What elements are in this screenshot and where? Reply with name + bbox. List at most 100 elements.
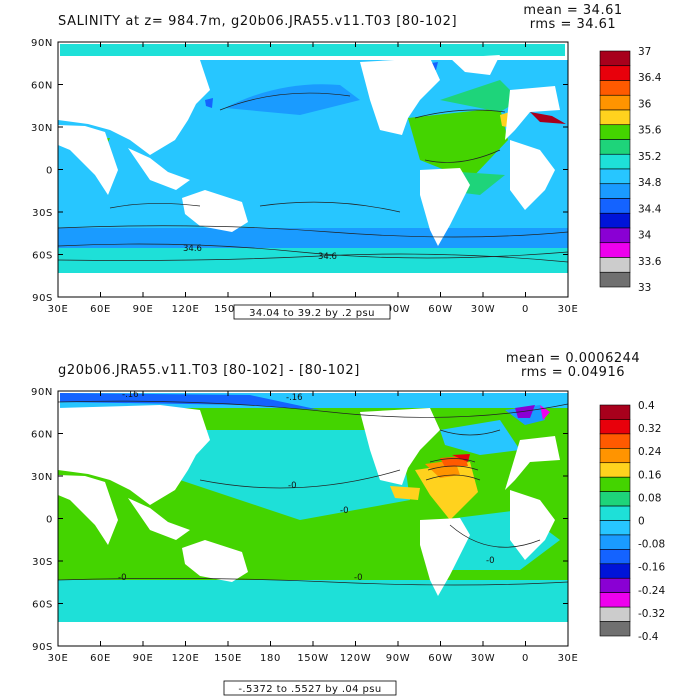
panel2-contour-label-f: -.16 bbox=[122, 390, 139, 400]
y-tick-label: 0 bbox=[46, 515, 53, 526]
x-tick-label: 0 bbox=[522, 653, 529, 664]
panel2-contour-label-g: -.16 bbox=[286, 393, 303, 403]
colorbar-label: 35.2 bbox=[638, 151, 661, 163]
colorbar-swatch bbox=[599, 534, 631, 550]
y-tick-label: 90N bbox=[31, 38, 53, 49]
colorbar-swatch bbox=[599, 404, 631, 420]
panel2-rms: rms = 0.04916 bbox=[521, 365, 625, 380]
x-tick-label: 60W bbox=[428, 653, 452, 664]
colorbar-swatch bbox=[599, 65, 631, 81]
x-tick-label: 60E bbox=[90, 304, 111, 315]
x-tick-label: 30W bbox=[471, 304, 495, 315]
x-tick-label: 0 bbox=[522, 304, 529, 315]
colorbar-label: 0 bbox=[638, 516, 645, 528]
x-tick-label: 90W bbox=[386, 304, 410, 315]
panel1-title: SALINITY at z= 984.7m, g20b06.JRA55.v11.… bbox=[58, 14, 457, 29]
panel1-map: 34.6 34.6 bbox=[57, 41, 569, 298]
x-tick-label: 150E bbox=[214, 304, 242, 315]
colorbar-swatch bbox=[599, 491, 631, 507]
x-tick-label: 30E bbox=[48, 653, 69, 664]
panel1-rms: rms = 34.61 bbox=[530, 17, 616, 32]
colorbar-swatch bbox=[599, 109, 631, 126]
colorbar-label: -0.24 bbox=[638, 585, 665, 597]
panel1-range-label: 34.04 to 39.2 by .2 psu bbox=[249, 308, 375, 319]
panel1-contour-label-a: 34.6 bbox=[183, 244, 202, 254]
y-tick-label: 90S bbox=[32, 642, 53, 653]
colorbar-swatch bbox=[599, 80, 631, 96]
colorbar-label: 36.4 bbox=[638, 72, 662, 84]
y-tick-label: 60N bbox=[31, 81, 53, 92]
colorbar-label: 0.08 bbox=[638, 492, 661, 504]
panel2-range-label: -.5372 to .5527 by .04 psu bbox=[238, 684, 381, 695]
colorbar-swatch bbox=[599, 476, 631, 492]
colorbar-label: 36 bbox=[638, 98, 652, 110]
y-tick-label: 30S bbox=[32, 208, 53, 219]
colorbar-swatch bbox=[599, 212, 631, 229]
x-tick-label: 120E bbox=[172, 653, 200, 664]
x-tick-label: 180 bbox=[260, 653, 281, 664]
x-tick-label: 90E bbox=[133, 653, 154, 664]
x-tick-label: 120E bbox=[172, 304, 200, 315]
panel-difference: g20b06.JRA55.v11.T03 [80-102] - [80-102]… bbox=[31, 351, 665, 696]
panel-salinity: SALINITY at z= 984.7m, g20b06.JRA55.v11.… bbox=[31, 3, 662, 320]
colorbar-label: 0.24 bbox=[638, 446, 662, 458]
x-tick-label: 150E bbox=[214, 653, 242, 664]
colorbar-swatch bbox=[599, 227, 631, 244]
panel2-contour-label-a: -0 bbox=[118, 573, 126, 583]
x-tick-label: 30E bbox=[48, 304, 69, 315]
x-tick-label: 30W bbox=[471, 653, 495, 664]
colorbar-label: 33.6 bbox=[638, 256, 662, 268]
colorbar-label: 0.4 bbox=[638, 400, 655, 412]
colorbar-swatch bbox=[599, 433, 631, 449]
x-tick-label: 150W bbox=[297, 653, 328, 664]
colorbar-swatch bbox=[599, 124, 631, 140]
panel2-mean: mean = 0.0006244 bbox=[506, 351, 640, 366]
colorbar-swatch bbox=[599, 153, 631, 170]
colorbar-swatch bbox=[599, 577, 631, 593]
colorbar-swatch bbox=[599, 50, 631, 67]
colorbar-swatch bbox=[599, 168, 631, 185]
x-tick-label: 30E bbox=[558, 653, 579, 664]
colorbar-label: 37 bbox=[638, 46, 651, 58]
colorbar-swatch bbox=[599, 621, 631, 637]
y-tick-label: 0 bbox=[46, 166, 53, 177]
colorbar-label: -0.16 bbox=[638, 562, 665, 574]
x-tick-label: 90W bbox=[386, 653, 410, 664]
x-tick-label: 60W bbox=[428, 304, 452, 315]
colorbar-label: 34.8 bbox=[638, 177, 661, 189]
colorbar-swatch bbox=[599, 183, 631, 199]
x-tick-label: 120W bbox=[340, 653, 371, 664]
colorbar-swatch bbox=[599, 271, 631, 288]
y-tick-label: 60N bbox=[31, 430, 53, 441]
colorbar-label: 0.16 bbox=[638, 469, 662, 481]
colorbar-label: 0.32 bbox=[638, 423, 661, 435]
x-tick-label: 60E bbox=[90, 653, 111, 664]
colorbar-label: -0.08 bbox=[638, 539, 665, 551]
y-tick-label: 30S bbox=[32, 557, 53, 568]
y-tick-label: 90N bbox=[31, 387, 53, 398]
y-tick-label: 60S bbox=[32, 251, 53, 262]
colorbar-label: 35.6 bbox=[638, 125, 662, 137]
panel2-contour-label-d: -0 bbox=[288, 481, 296, 491]
colorbar-swatch bbox=[599, 448, 631, 464]
colorbar-swatch bbox=[599, 549, 631, 565]
panel2-title: g20b06.JRA55.v11.T03 [80-102] - [80-102] bbox=[58, 363, 360, 378]
x-tick-label: 30E bbox=[558, 304, 579, 315]
y-tick-label: 90S bbox=[32, 293, 53, 304]
colorbar-swatch bbox=[599, 139, 631, 155]
colorbar-label: 34 bbox=[638, 230, 652, 242]
colorbar-swatch bbox=[599, 94, 631, 111]
colorbar-label: 34.4 bbox=[638, 203, 662, 215]
y-tick-label: 30N bbox=[31, 123, 53, 134]
panel1-mean: mean = 34.61 bbox=[523, 3, 622, 18]
colorbar-swatch bbox=[599, 606, 631, 622]
colorbar-swatch bbox=[599, 462, 631, 478]
colorbar-swatch bbox=[599, 198, 631, 214]
panel2-colorbar: 0.4 0.32 0.24 0.16 0.08 0 -0.08 -0.16 -0.24 -0.32… bbox=[599, 400, 665, 643]
colorbar-swatch bbox=[599, 242, 631, 258]
panel2-contour-label-c: -0 bbox=[340, 506, 348, 516]
colorbar-swatch bbox=[599, 257, 631, 273]
panel2-axes: 30E 60E 90E 120E 150E 180 150W 120W 90W 60W 30W 0 30… bbox=[31, 387, 578, 664]
panel1-colorbar: 37 36.4 36 35.6 35.2 34.8 34.4 34 33.6 33 bbox=[599, 46, 662, 294]
